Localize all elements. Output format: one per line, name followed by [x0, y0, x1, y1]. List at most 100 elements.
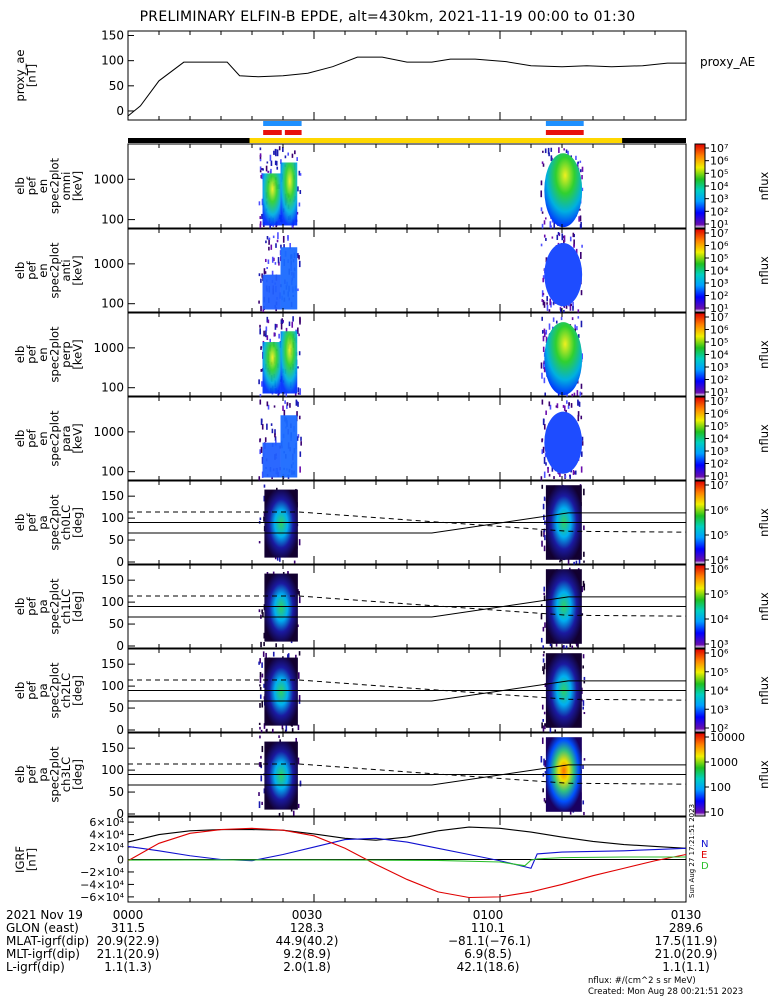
anti-speckle-1: [282, 235, 285, 243]
anti-speckle-2: [580, 290, 583, 296]
science-zone-red-1b: [284, 130, 302, 135]
perp-colorbar-label: 10⁶: [710, 324, 729, 337]
footer-row-value: 0130: [670, 908, 702, 922]
anti-frame: [127, 228, 687, 313]
para-tick-label: 1000: [93, 425, 124, 439]
anti-speckle-2: [543, 234, 546, 238]
ch0-speckle-2: [541, 540, 543, 547]
anti-speckle-2: [581, 244, 583, 248]
ch2-speckle-1: [259, 676, 262, 684]
ch1-speckle-1: [298, 591, 300, 596]
anti-speckle-2: [545, 237, 547, 241]
perp-speckle-1: [259, 393, 262, 399]
para-speckle-2: [564, 475, 567, 479]
anti-speckle-2: [546, 302, 548, 305]
omni-speckle-1: [296, 157, 298, 161]
ch0-ylabel-line: [deg]: [71, 507, 85, 538]
ch0-ylabel-line: pef: [25, 512, 39, 531]
ch1-speckle-1: [298, 596, 301, 604]
perp-speckle-2: [579, 391, 582, 398]
ch1-speckle-2: [565, 645, 568, 652]
ch2-speckle-1: [297, 724, 300, 731]
para-speckle-1: [266, 423, 268, 430]
omni-speckle-1: [274, 160, 277, 166]
perp-speckle-1: [259, 324, 261, 328]
ch3-ylabel-line: pef: [25, 764, 39, 783]
ch1-speckle-2: [542, 626, 545, 632]
igrf-tick-label: 6×10⁴: [89, 816, 124, 829]
omni-speckle-2: [541, 223, 544, 230]
ch0-speckle-1: [263, 484, 266, 488]
perp-speckle-2: [580, 383, 583, 389]
perp-tick-label: 100: [101, 381, 124, 395]
perp-speckle-2: [540, 362, 543, 369]
ch0-anti-loss-cone-line: [128, 511, 687, 533]
anti-speckle-1: [298, 255, 300, 260]
omni-speckle-1: [259, 216, 262, 220]
ch2-speckle-1: [259, 726, 261, 730]
ch2-colorbar-label: 10³: [710, 703, 728, 716]
anti-speckle-1: [264, 258, 267, 263]
omni-speckle-1: [259, 170, 262, 173]
perp-speckle-2: [544, 392, 547, 396]
para-speckle-2: [540, 476, 543, 482]
ch2-speckle-1: [261, 662, 263, 668]
ch2-colorbar-label: 10⁴: [710, 685, 729, 698]
ch3-event-1: [264, 741, 298, 810]
ch1-colorbar-title: nflux: [757, 592, 771, 621]
anti-speckle-1: [271, 270, 274, 276]
footer-row-value: 128.3: [289, 921, 325, 935]
ch3-speckle-2: [544, 800, 547, 804]
omni-speckle-1: [259, 153, 262, 157]
anti-speckle-1: [277, 232, 279, 240]
omni-speckle-1: [267, 170, 269, 173]
perp-speckle-1: [269, 338, 272, 344]
omni-speckle-2: [579, 169, 582, 173]
anti-speckle-2: [543, 301, 546, 308]
omni-colorbar-label: 10⁷: [710, 142, 728, 155]
ch2-colorbar-label: 10⁵: [710, 666, 728, 679]
ch0-speckle-2: [543, 545, 546, 552]
ch2-ylabel-line: pa: [36, 683, 50, 697]
ch2-speckle-2: [542, 718, 544, 722]
para-speckle-1: [260, 418, 263, 426]
para-speckle-1: [259, 399, 262, 405]
igrf-side-label: N: [701, 839, 708, 850]
ch2-colorbar-label: 10²: [710, 722, 728, 735]
perp-ylabel-line: en: [36, 347, 50, 361]
footer-row-value: 44.9(40.2): [275, 934, 339, 948]
ch0-colorbar-label: 10⁴: [710, 554, 729, 567]
para-speckle-1: [274, 429, 276, 436]
perp-speckle-1: [298, 351, 301, 356]
footer-row-value: 0000: [112, 908, 144, 922]
omni-colorbar-title: nflux: [757, 171, 771, 200]
ch1-loss-cone-line: [128, 596, 686, 618]
para-speckle-1: [300, 441, 302, 446]
ch2-tick-label: 100: [101, 679, 124, 693]
anti-speckle-2: [542, 277, 545, 283]
ch1-tick-label: 0: [116, 639, 124, 653]
anti-speckle-1: [277, 257, 280, 264]
para-speckle-2: [569, 474, 571, 479]
perp-speckle-2: [580, 392, 583, 395]
omni-ylabel-line: [keV]: [71, 171, 85, 201]
omni-ylabel-line: spec2plot: [48, 157, 62, 214]
perp-speckle-2: [560, 316, 563, 321]
omni-colorbar-label: 10³: [710, 193, 728, 206]
anti-colorbar: [694, 228, 706, 313]
anti-event-1a: [262, 274, 281, 310]
perp-speckle-1: [265, 326, 268, 332]
perp-speckle-1: [281, 320, 284, 324]
footer-row-value: 1.1(1.3): [104, 960, 152, 974]
igrf-green-line: [127, 856, 686, 867]
omni-colorbar: [694, 143, 706, 229]
para-speckle-2: [559, 471, 561, 477]
anti-speckle-1: [296, 253, 299, 257]
ch2-speckle-1: [259, 672, 262, 677]
para-speckle-2: [581, 436, 584, 441]
ch1-speckle-2: [581, 586, 583, 593]
para-speckle-2: [577, 414, 580, 422]
omni-speckle-2: [579, 215, 582, 222]
para-speckle-1: [289, 403, 291, 408]
para-speckle-1: [274, 433, 276, 438]
